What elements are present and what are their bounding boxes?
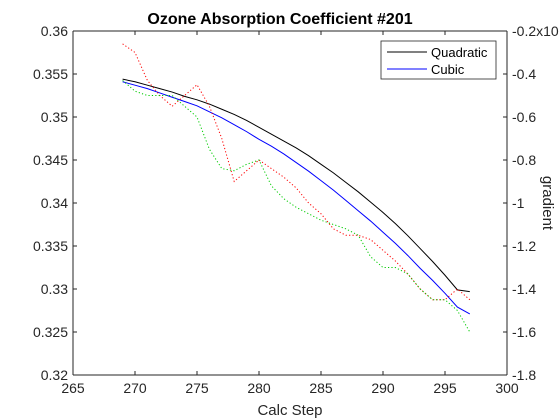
x-tick-label: 265 [61, 380, 85, 396]
series-cubic-gradient [122, 80, 471, 333]
y2-tick-label: -1 [512, 195, 525, 211]
y-tick-label: 0.355 [33, 66, 68, 82]
ticks-layer: 265 270 275 280 285 290 295 300 0.32 0.325 0.33 0.3… [33, 23, 559, 396]
series-quadratic [122, 78, 470, 293]
legend-label-quadratic: Quadratic [431, 45, 488, 60]
series-layer [122, 43, 471, 333]
y-tick-label: 0.33 [41, 281, 68, 297]
x-tick-label: 295 [433, 380, 457, 396]
legend-label-cubic: Cubic [431, 62, 465, 77]
series-cubic [122, 81, 471, 315]
x-tick-label: 285 [309, 380, 333, 396]
legend: Quadratic Cubic [380, 40, 497, 80]
x-tick-label: 275 [185, 380, 209, 396]
y-tick-label: 0.36 [41, 23, 68, 39]
y-tick-label: 0.325 [33, 324, 68, 340]
y-tick-label: 0.32 [41, 367, 68, 383]
y2-tick-label: -1.8 [512, 367, 536, 383]
series-quadratic-gradient [122, 43, 471, 301]
y2-tick-label: -0.2x10 [512, 23, 559, 39]
x-tick-label: 270 [123, 380, 147, 396]
y2-tick-label: -1.2 [512, 238, 536, 254]
y-tick-label: 0.34 [41, 195, 68, 211]
x-tick-label: 300 [495, 380, 519, 396]
x-axis-title: Calc Step [257, 402, 322, 419]
y2-tick-label: -1.4 [512, 281, 536, 297]
y2-axis-title: gradient [539, 176, 556, 231]
chart-title: Ozone Absorption Coefficient #201 [147, 11, 412, 28]
y2-tick-label: -0.4 [512, 66, 536, 82]
y-tick-label: 0.345 [33, 152, 68, 168]
y-tick-label: 0.35 [41, 109, 68, 125]
legend-box [380, 40, 497, 80]
y2-tick-label: -1.6 [512, 324, 536, 340]
x-tick-label: 290 [371, 380, 395, 396]
y2-tick-label: -0.6 [512, 109, 536, 125]
y2-tick-label: -0.8 [512, 152, 536, 168]
x-tick-label: 280 [247, 380, 271, 396]
y-tick-label: 0.335 [33, 238, 68, 254]
